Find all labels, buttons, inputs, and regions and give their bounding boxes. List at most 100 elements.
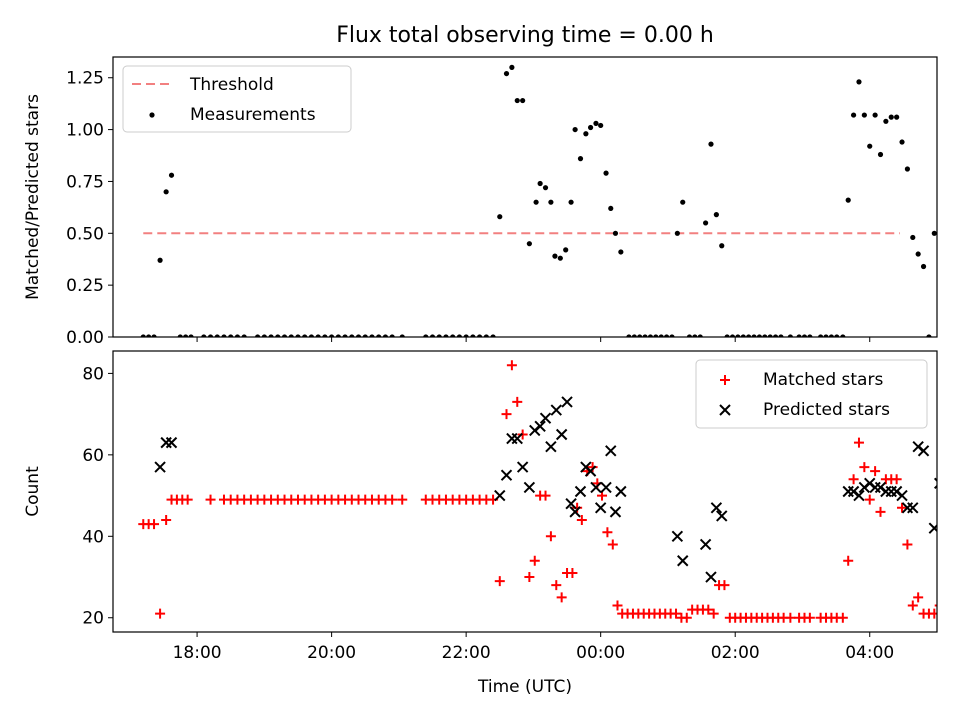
predicted-stars-point bbox=[609, 506, 622, 518]
top-panel: 0.00 0.25 0.50 0.75 1.00 1.25 Matched/Predicte… bbox=[23, 56, 938, 348]
measurement-point bbox=[322, 334, 328, 337]
predicted-stars-point bbox=[671, 530, 684, 543]
predicted-stars-point bbox=[699, 538, 712, 551]
legend-box bbox=[122, 65, 352, 133]
measurement-point bbox=[756, 334, 763, 337]
predicted-stars-point bbox=[584, 465, 597, 477]
measurement-point bbox=[740, 334, 746, 337]
matched-stars-point bbox=[551, 580, 562, 591]
predicted-stars-point bbox=[523, 481, 536, 494]
matched-stars-point bbox=[387, 494, 398, 505]
measurement-point bbox=[241, 334, 247, 337]
measurement-point bbox=[228, 334, 234, 337]
measurement-point bbox=[302, 334, 308, 337]
measurement-point bbox=[850, 112, 857, 118]
predicted-stars-point bbox=[917, 445, 930, 457]
y-tick-label: 20 bbox=[82, 609, 104, 629]
measurement-point bbox=[877, 151, 884, 158]
y-tick-label: 0.00 bbox=[66, 328, 104, 348]
matched-stars-point bbox=[182, 494, 193, 505]
measurement-point bbox=[572, 126, 578, 133]
matched-stars-point bbox=[913, 592, 924, 603]
legend-matched-swatch bbox=[720, 375, 730, 385]
measurement-point bbox=[713, 212, 719, 218]
measurement-point bbox=[295, 334, 301, 337]
measurement-point bbox=[692, 334, 698, 337]
bottom-panel: 20 40 60 80 18:00 20:00 22:00 00:00 02:00 04:00 Co… bbox=[23, 350, 938, 697]
matched-stars-point bbox=[501, 409, 512, 420]
measurement-point bbox=[537, 180, 543, 187]
measurement-point bbox=[168, 172, 175, 178]
matched-stars-point bbox=[848, 474, 859, 485]
chart-title: Flux total observing time = 0.00 h bbox=[336, 23, 714, 48]
predicted-stars-point bbox=[933, 477, 937, 490]
data-points bbox=[138, 360, 937, 623]
measurement-point bbox=[674, 230, 680, 236]
measurement-point bbox=[840, 334, 846, 337]
measurement-point bbox=[275, 334, 281, 337]
legend: Threshold Measurements bbox=[122, 65, 352, 133]
predicted-stars-point bbox=[590, 481, 602, 494]
matched-stars-point bbox=[837, 612, 848, 623]
measurement-point bbox=[548, 199, 554, 205]
predicted-stars-point bbox=[705, 571, 717, 583]
y-tick-label: 0.50 bbox=[66, 224, 104, 244]
measurement-point bbox=[637, 334, 643, 337]
measurement-point bbox=[904, 166, 911, 172]
measurement-point bbox=[861, 112, 867, 118]
y-tick-label: 0.75 bbox=[66, 172, 104, 192]
measurement-point bbox=[762, 334, 768, 337]
measurement-point bbox=[335, 334, 341, 337]
predicted-stars-point bbox=[494, 489, 506, 502]
matched-stars-point bbox=[567, 567, 578, 578]
matched-stars-point bbox=[843, 555, 854, 566]
matched-stars-point bbox=[506, 360, 517, 371]
measurement-point bbox=[818, 334, 824, 337]
matched-stars-point bbox=[397, 494, 408, 505]
measurement-point bbox=[355, 334, 362, 337]
measurement-point bbox=[497, 214, 503, 220]
predicted-stars-point bbox=[154, 461, 166, 473]
measurement-point bbox=[463, 334, 469, 337]
measurement-point bbox=[255, 334, 261, 337]
predicted-stars-point bbox=[928, 522, 937, 534]
axes-frame bbox=[112, 56, 938, 338]
measurement-point bbox=[856, 79, 862, 85]
measurement-point bbox=[470, 334, 476, 337]
measurement-point bbox=[514, 97, 520, 104]
x-tick-label: 02:00 bbox=[711, 643, 760, 663]
y-tick-label: 1.00 bbox=[66, 121, 104, 141]
measurement-point bbox=[931, 230, 937, 236]
measurement-point bbox=[823, 334, 829, 337]
matched-stars-point bbox=[149, 519, 160, 530]
measurement-point bbox=[329, 334, 335, 337]
measurement-point bbox=[618, 249, 624, 255]
measurement-point bbox=[483, 334, 489, 337]
measurement-point bbox=[899, 139, 905, 145]
predicted-stars-point bbox=[500, 469, 513, 481]
y-tick-label: 0.25 bbox=[66, 276, 104, 296]
measurement-point bbox=[910, 234, 916, 241]
measurement-point bbox=[587, 124, 594, 131]
measurement-point bbox=[894, 114, 900, 120]
y-tick-label: 80 bbox=[82, 364, 104, 384]
measurement-point bbox=[751, 334, 757, 337]
matched-stars-point bbox=[545, 531, 556, 542]
measurement-point bbox=[631, 334, 637, 337]
measurement-point bbox=[883, 118, 889, 124]
matched-stars-point bbox=[907, 600, 918, 611]
predicted-stars-point bbox=[677, 555, 689, 567]
measurement-point bbox=[188, 334, 194, 337]
measurement-point bbox=[315, 334, 321, 337]
measurement-point bbox=[533, 199, 539, 205]
predicted-stars-point bbox=[550, 404, 562, 416]
predicted-stars-point bbox=[710, 502, 723, 514]
predicted-stars-point bbox=[555, 428, 568, 441]
y-tick-label: 1.25 bbox=[66, 69, 104, 89]
matched-stars-point bbox=[708, 608, 719, 619]
matched-stars-point bbox=[853, 437, 864, 448]
measurement-point bbox=[772, 334, 779, 337]
measurement-point bbox=[807, 334, 813, 337]
measurement-point bbox=[140, 334, 146, 337]
matched-stars-point bbox=[512, 396, 523, 407]
